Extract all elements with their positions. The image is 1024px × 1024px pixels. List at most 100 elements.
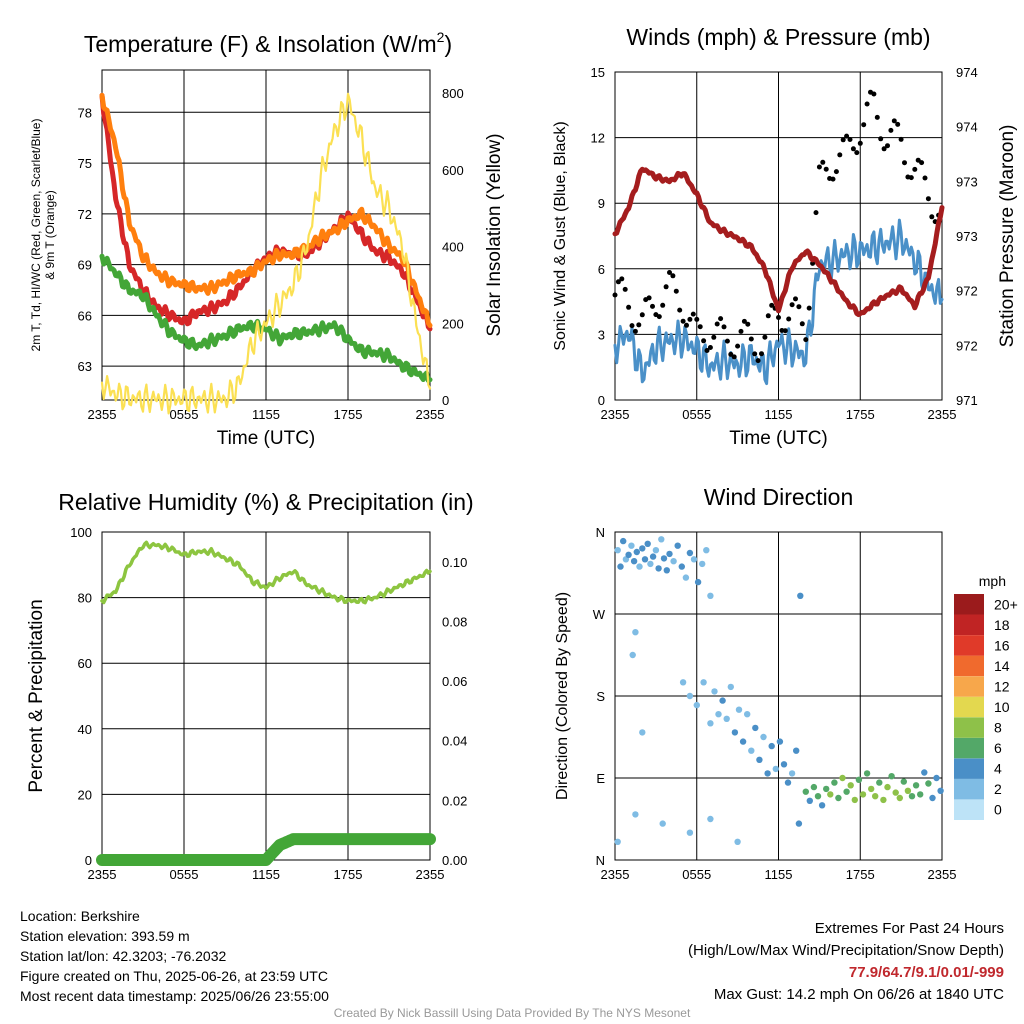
dir-direction-point-237	[670, 558, 677, 565]
wind-gust-point-134	[830, 176, 836, 182]
dir-direction-point-275	[793, 747, 800, 754]
dir-direction-point-221	[625, 551, 632, 558]
wind-gust-point-94	[694, 316, 700, 322]
dir-direction-point-315	[929, 794, 936, 802]
dir-direction-point-311	[912, 782, 920, 789]
wind-gust-point-118	[776, 315, 781, 320]
wind-gust-point-103	[724, 338, 730, 344]
dir-direction-point-285	[806, 797, 813, 804]
dir-x-tick-label-201: 0555	[682, 867, 711, 882]
wind-gust-point-101	[718, 316, 724, 322]
dir-chart-title-215: Wind Direction	[704, 484, 854, 510]
rh-y-tick-label-177: 0	[85, 853, 92, 868]
dir-colorbar-label-336: 16	[994, 637, 1010, 653]
dir-direction-point-252	[693, 701, 700, 709]
wind-gust-point-112	[755, 358, 761, 364]
wind-gust-point-102	[721, 324, 727, 330]
rh-y-axis-label-195: Percent & Precipitation	[26, 599, 47, 792]
wind-gust-point-87	[670, 273, 676, 279]
wind-gust-point-123	[793, 296, 798, 302]
wind-gust-point-139	[847, 137, 853, 142]
wind-gust-point-129	[813, 210, 819, 216]
wind-gust-point-155	[902, 160, 907, 166]
dir-colorbar-swatch-331	[954, 676, 984, 697]
dir-direction-point-296	[851, 796, 858, 804]
wind-gust-point-105	[731, 354, 737, 360]
wind-gust-point-128	[810, 260, 816, 266]
dir-direction-point-257	[719, 697, 726, 704]
dir-direction-point-297	[855, 776, 863, 783]
dir-direction-point-292	[835, 794, 842, 802]
dir-colorbar-label-320: 0	[994, 802, 1002, 818]
wind-gust-point-121	[786, 316, 792, 322]
wind-gust-point-73	[622, 286, 628, 292]
wind-gust-point-113	[759, 351, 764, 357]
wind-gust-point-144	[864, 101, 870, 107]
wind-y-tick-label-57: 15	[591, 65, 605, 80]
dir-direction-point-317	[937, 787, 944, 794]
wind-gust-point-142	[857, 140, 863, 146]
dir-colorbar-swatch-327	[954, 717, 984, 738]
temp-series-line-36	[100, 92, 432, 415]
wind-gust-point-106	[735, 343, 741, 349]
wind-gust-point-124	[796, 304, 802, 310]
wind-gust-point-131	[820, 159, 826, 165]
wind-gust-point-138	[844, 133, 850, 139]
dir-direction-point-316	[933, 774, 940, 782]
temp-y2-tick-label-22: 200	[442, 316, 464, 331]
wind-gust-point-89	[677, 307, 683, 313]
temp-y-tick-label-20: 78	[78, 105, 92, 120]
wind-x-tick-label-45: 2355	[928, 407, 957, 422]
temp-y-axis-label-30: 2m T, Td, HI/WC (Red, Green, Scarlet/Blu…	[29, 119, 43, 352]
rh-y-tick-label-181: 40	[78, 722, 92, 737]
wind-gust-point-85	[663, 284, 669, 290]
dir-direction-point-270	[772, 765, 779, 773]
dir-colorbar-label-330: 10	[994, 699, 1010, 715]
temp-x-tick-label-1: 2355	[88, 407, 117, 422]
dir-direction-point-254	[707, 720, 714, 727]
wind-gust-point-115	[765, 313, 771, 319]
dir-direction-point-245	[703, 547, 710, 554]
wind-gust-point-148	[878, 136, 884, 142]
dir-colorbar-label-326: 6	[994, 740, 1002, 756]
dir-direction-point-293	[839, 774, 846, 782]
dir-direction-point-301	[872, 793, 879, 800]
wind-gust-point-161	[922, 175, 928, 181]
wind-gust-point-78	[639, 312, 645, 318]
dir-colorbar-swatch-333	[954, 655, 984, 677]
dir-direction-point-303	[880, 796, 887, 804]
wind-gust-point-163	[929, 214, 935, 220]
station-info: Location: Berkshire Station elevation: 3…	[20, 906, 329, 1006]
dir-direction-point-268	[764, 770, 771, 777]
dir-direction-point-262	[739, 738, 747, 745]
dir-direction-point-222	[628, 542, 635, 549]
temp-x-tick-label-3: 0555	[170, 407, 199, 422]
dir-direction-point-240	[682, 574, 690, 581]
temp-y2-tick-label-24: 600	[442, 163, 464, 178]
rh-y2-tick-label-189: 0.02	[442, 793, 467, 808]
dir-direction-point-310	[908, 793, 916, 800]
wind-gust-point-154	[898, 136, 904, 142]
rh-y-tick-label-187: 100	[70, 525, 92, 540]
wind-x-tick-label-44: 1755	[846, 407, 875, 422]
dir-direction-point-287	[814, 793, 822, 800]
wind-gust-point-136	[837, 152, 843, 158]
dir-direction-point-314	[925, 780, 932, 787]
wind-y2-tick-label-63: 974	[956, 120, 978, 135]
dir-direction-point-309	[904, 787, 912, 794]
wind-gust-point-91	[684, 322, 689, 328]
wind-gust-point-114	[762, 334, 768, 340]
dir-direction-point-282	[734, 838, 741, 845]
dir-direction-point-260	[731, 729, 739, 736]
temp-series-line-34	[99, 92, 433, 328]
dir-direction-point-276	[797, 592, 804, 599]
dir-colorbar-swatch-323	[954, 758, 984, 779]
extremes-legend: (High/Low/Max Wind/Precipitation/Snow De…	[688, 942, 1004, 959]
extremes-values: 77.9/64.7/9.1/0.01/-999	[848, 964, 1004, 981]
wind-gust-point-157	[908, 175, 914, 181]
dir-y-tick-label-209: E	[596, 771, 605, 786]
temp-x-tick-label-5: 1155	[252, 407, 280, 422]
wind-gust-point-146	[871, 91, 877, 97]
wind-gust-point-130	[816, 164, 822, 170]
dir-direction-point-219	[620, 537, 627, 545]
